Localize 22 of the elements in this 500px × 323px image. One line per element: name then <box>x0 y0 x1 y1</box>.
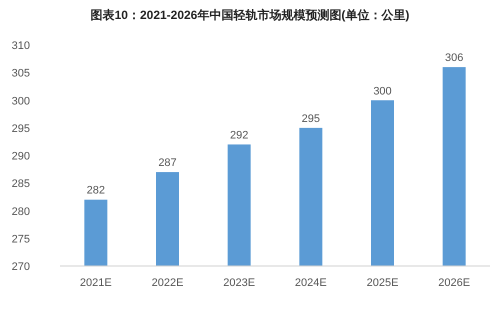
y-tick-label: 285 <box>12 178 30 190</box>
x-tick-label: 2023E <box>223 277 256 289</box>
x-tick-label: 2024E <box>294 277 327 289</box>
data-label: 295 <box>302 112 320 125</box>
y-tick-label: 305 <box>12 68 30 80</box>
data-label: 292 <box>230 129 248 142</box>
x-tick-label: 2026E <box>438 277 470 289</box>
x-tick-label: 2025E <box>366 277 398 289</box>
x-tick-label: 2021E <box>80 277 112 289</box>
y-tick-label: 295 <box>12 122 30 135</box>
y-tick-label: 275 <box>12 233 30 246</box>
y-tick-label: 300 <box>12 95 30 108</box>
data-label: 300 <box>373 85 392 98</box>
data-label: 287 <box>158 157 177 170</box>
y-tick-label: 280 <box>12 206 30 218</box>
data-label: 306 <box>444 52 464 64</box>
y-tick-label: 270 <box>12 261 30 273</box>
y-tick-label: 290 <box>12 150 30 162</box>
title: 图表10：2021-2026年中国轻轨市场规模预测图(单位：公里) <box>90 8 410 22</box>
data-label: 282 <box>86 184 106 197</box>
x-tick-label: 2022E <box>152 277 184 289</box>
y-tick-label: 310 <box>12 40 30 52</box>
